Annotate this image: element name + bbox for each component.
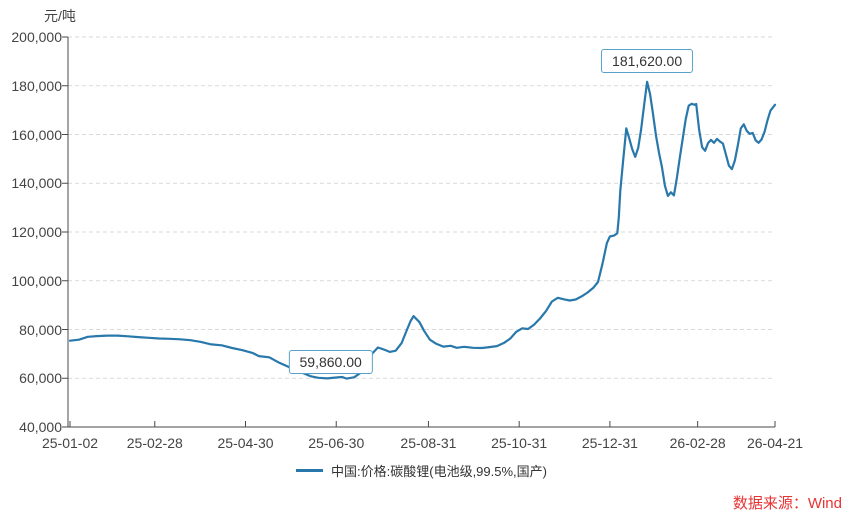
legend-series-label: 中国:价格:碳酸锂(电池级,99.5%,国产) [331,464,547,479]
y-tick-label: 140,000 [11,175,62,192]
price-line [68,80,777,380]
x-tick-label: 26-04-21 [746,435,804,451]
y-tick-label: 80,000 [19,321,62,338]
x-tick-label: 26-02-28 [669,435,726,451]
x-tick-label: 25-04-30 [217,435,274,451]
legend-line-swatch [296,469,324,472]
x-tick-label: 25-08-31 [400,435,457,451]
x-tick-label: 25-02-28 [126,435,183,451]
max-value-callout: 181,620.00 [601,48,694,73]
x-tick-label: 25-06-30 [308,435,365,451]
y-tick-label: 160,000 [11,126,62,143]
data-source-label: 数据来源：Wind [732,495,842,512]
y-axis-unit-label: 元/吨 [44,8,76,24]
plot-area [62,36,777,428]
y-tick-label: 60,000 [19,370,62,387]
legend: 中国:价格:碳酸锂(电池级,99.5%,国产) [68,461,775,480]
y-tick-label: 40,000 [19,419,62,435]
x-tick-label: 25-10-31 [491,435,548,451]
x-tick-label: 25-12-31 [581,435,638,451]
y-tick-label: 120,000 [11,224,62,240]
y-tick-label: 200,000 [11,29,62,45]
legend-item-series: 中国:价格:碳酸锂(电池级,99.5%,国产) [296,461,547,480]
x-tick-label: 25-01-02 [41,435,99,451]
y-tick-label: 100,000 [11,272,62,289]
min-value-callout: 59,860.00 [288,349,373,374]
y-tick-label: 180,000 [11,77,62,94]
